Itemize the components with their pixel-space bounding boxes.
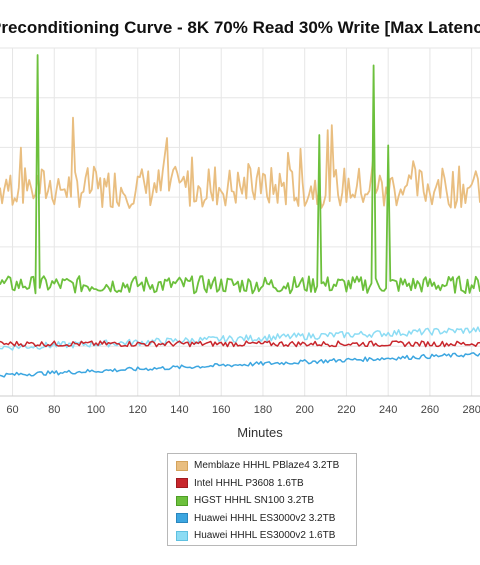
x-tick-label: 60	[6, 404, 18, 416]
x-tick-label: 80	[48, 404, 60, 416]
x-tick-label: 280	[462, 404, 480, 416]
x-tick-label: 240	[379, 404, 397, 416]
series-layer	[0, 54, 480, 378]
x-tick-label: 200	[296, 404, 314, 416]
chart-title: Preconditioning Curve - 8K 70% Read 30% …	[0, 18, 480, 37]
x-tick-label: 220	[337, 404, 355, 416]
x-tick-label: 180	[254, 404, 272, 416]
x-tick-label: 120	[129, 404, 147, 416]
legend-swatch	[176, 478, 188, 489]
x-tick-label: 260	[421, 404, 439, 416]
legend-item[interactable]: Huawei HHHL ES3000v2 1.6TB	[176, 527, 356, 545]
x-tick-label: 160	[212, 404, 230, 416]
series-line-2	[0, 54, 480, 295]
legend-label: Huawei HHHL ES3000v2 3.2TB	[194, 512, 336, 524]
series-line-4	[0, 326, 480, 351]
x-tick-label: 100	[87, 404, 105, 416]
series-line-1	[0, 340, 480, 348]
axis-layer: 60 80 100 120 140 160 180 200 220 240 260 280 Minute…	[0, 395, 480, 440]
series-line-0	[0, 116, 480, 209]
legend-label: Intel HHHL P3608 1.6TB	[194, 477, 304, 489]
legend-swatch	[176, 460, 188, 471]
legend-label: HGST HHHL SN100 3.2TB	[194, 495, 315, 507]
legend-item[interactable]: HGST HHHL SN100 3.2TB	[176, 492, 356, 510]
legend-label: Memblaze HHHL PBlaze4 3.2TB	[194, 460, 340, 472]
line-chart: 60 80 100 120 140 160 180 200 220 240 260 280 Minute…	[0, 47, 480, 440]
series-line-3	[0, 352, 480, 378]
legend-swatch	[176, 530, 188, 541]
legend-swatch	[176, 495, 188, 506]
x-tick-label: 140	[170, 404, 188, 416]
grid-layer	[0, 47, 480, 396]
legend-item[interactable]: Memblaze HHHL PBlaze4 3.2TB	[176, 457, 356, 475]
legend-item[interactable]: Huawei HHHL ES3000v2 3.2TB	[176, 510, 356, 528]
chart-legend: Memblaze HHHL PBlaze4 3.2TB Intel HHHL P3…	[167, 453, 357, 546]
x-axis-title: Minutes	[237, 425, 283, 440]
legend-swatch	[176, 513, 188, 524]
legend-label: Huawei HHHL ES3000v2 1.6TB	[194, 530, 336, 542]
legend-item[interactable]: Intel HHHL P3608 1.6TB	[176, 475, 356, 493]
